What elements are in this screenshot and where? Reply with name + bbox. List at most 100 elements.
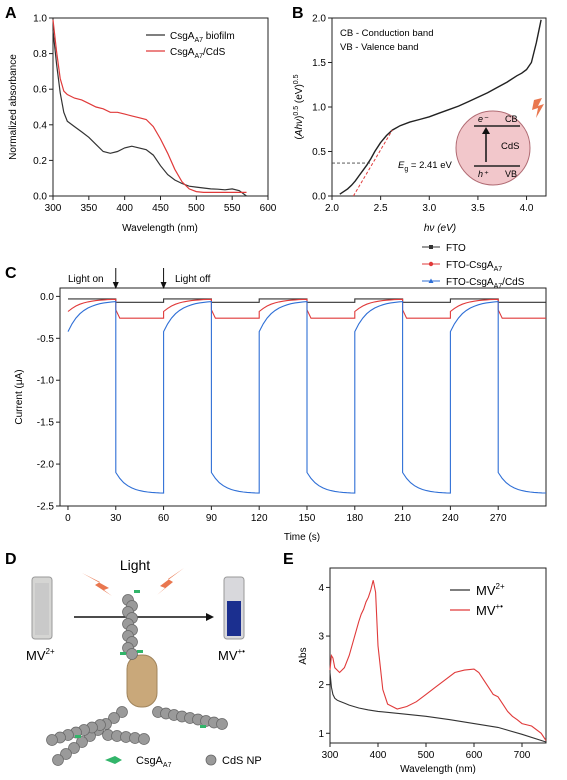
y-tick-label: 0.0: [312, 192, 326, 203]
x-tick-label: 210: [394, 513, 411, 524]
csga-tag: [137, 650, 143, 653]
legend-label-fto: FTO: [446, 243, 466, 254]
csga-tag: [120, 652, 126, 655]
chart-b-x-ticks: 2.0 2.5 3.0 3.5 4.0: [325, 196, 534, 214]
chart-a-legend: CsgAA7 biofilm CsgAA7/CdS: [146, 31, 235, 60]
legend-label-mv2: MV2+: [476, 582, 505, 598]
csga-tag: [200, 725, 206, 728]
x-tick-label: 550: [224, 203, 241, 214]
chart-e-series: [329, 580, 547, 743]
legend-marker-fto-csga: [428, 261, 434, 267]
x-tick-label: 400: [370, 750, 387, 761]
chart-c-series: [67, 298, 547, 494]
panel-letter-e: E: [283, 551, 294, 568]
cds-legend-label: CdS NP: [222, 755, 262, 767]
y-tick-label: 2.0: [312, 14, 326, 25]
chart-a-xlabel: Wavelength (nm): [122, 223, 198, 234]
csga-legend-icon: [105, 756, 122, 764]
inset-vb: VB: [505, 169, 517, 179]
x-tick-label: 500: [418, 750, 435, 761]
chart-b-y-ticks: 0.0 0.5 1.0 1.5 2.0: [312, 14, 332, 203]
y-tick-label: 3: [318, 632, 324, 643]
csga-tag: [75, 735, 81, 738]
light-beam-left-icon: [82, 573, 112, 596]
chart-b-eg-label: Eg = 2.41 eV: [398, 160, 452, 173]
x-tick-label: 500: [188, 203, 205, 214]
cds-bead: [46, 734, 58, 746]
y-tick-label: 1: [318, 729, 324, 740]
chart-b-note-cb: CB - Conduction band: [340, 28, 433, 39]
x-tick-label: 30: [110, 513, 122, 524]
x-tick-label: 60: [158, 513, 170, 524]
tauc-curve: [339, 19, 542, 195]
series-line-0: [329, 672, 547, 743]
legend-marker-fto-csga-cds: [428, 278, 434, 283]
y-tick-label: 0.0: [40, 292, 54, 303]
x-tick-label: 350: [80, 203, 97, 214]
legend-label-biofilm: CsgAA7 biofilm: [170, 31, 235, 44]
x-tick-label: 180: [346, 513, 363, 524]
chart-a-frame: [52, 17, 269, 197]
x-tick-label: 2.5: [374, 203, 388, 214]
cds-legend-icon: [205, 754, 217, 766]
y-tick-label: 0.0: [33, 192, 47, 203]
cds-bead: [108, 712, 120, 724]
reaction-arrow-head: [206, 613, 214, 621]
x-tick-label: 90: [206, 513, 218, 524]
inset-cb: CB: [505, 114, 518, 124]
x-tick-label: 240: [442, 513, 459, 524]
y-tick-label: -0.5: [37, 334, 55, 345]
y-tick-label: 1.5: [312, 58, 326, 69]
y-tick-label: 1.0: [312, 103, 326, 114]
mv2-label: MV2+: [26, 647, 55, 663]
chart-a-series: [52, 19, 247, 197]
y-tick-label: 4: [318, 583, 324, 594]
light-beam-right-icon: [157, 568, 184, 595]
inset-electron: e⁻: [478, 114, 489, 124]
chart-e-frame: [329, 567, 547, 744]
x-tick-label: 600: [260, 203, 277, 214]
chart-b-series: [332, 19, 542, 197]
chart-c: 0 30 60 90 120 150 180 210 240 270 0.0 -0.5 -1.0 -1.…: [14, 243, 547, 543]
legend-label-mv: MV+•: [476, 602, 503, 618]
light-off-label: Light off: [175, 274, 211, 285]
legend-label-fto-csga-cds: FTO-CsgAA7/CdS: [446, 277, 525, 290]
panel-letter-b: B: [292, 5, 304, 22]
chart-c-frame: [59, 287, 547, 507]
x-tick-label: 120: [251, 513, 268, 524]
arrow-head: [160, 282, 167, 289]
x-tick-label: 400: [116, 203, 133, 214]
y-tick-label: -2.5: [37, 502, 55, 513]
y-tick-label: 1.0: [33, 14, 47, 25]
x-tick-label: 0: [65, 513, 71, 524]
cds-bead: [126, 648, 138, 660]
band-diagram-inset: CB VB CdS e⁻ h⁺: [455, 98, 544, 186]
csga-tag: [134, 590, 140, 593]
cds-bead: [138, 733, 150, 745]
chart-c-xlabel: Time (s): [284, 532, 320, 543]
series-line-1: [52, 19, 247, 193]
series-line-2: [67, 301, 547, 494]
chart-c-legend: FTO FTO-CsgAA7 FTO-CsgAA7/CdS: [422, 243, 525, 290]
y-tick-label: 0.5: [312, 147, 326, 158]
series-line-1: [329, 580, 547, 741]
inset-cds: CdS: [501, 141, 519, 152]
x-tick-label: 300: [45, 203, 62, 214]
cds-bead: [116, 706, 128, 718]
x-tick-label: 3.0: [422, 203, 436, 214]
series-line-0: [52, 30, 247, 197]
chart-a-x-ticks: 300 350 400 450 500 550 600: [45, 196, 277, 214]
x-tick-label: 270: [490, 513, 507, 524]
tube-mv-solution: [227, 601, 241, 636]
chart-b-ylabel: (Ahν)0.5 (eV)0.5: [293, 74, 305, 139]
chart-c-y-ticks: 0.0 -0.5 -1.0 -1.5 -2.0 -2.5: [37, 292, 60, 513]
chart-e-x-ticks: 300 400 500 600 700: [322, 743, 531, 761]
tube-mv2-solution: [35, 583, 49, 635]
x-tick-label: 300: [322, 750, 339, 761]
cds-bead: [76, 736, 88, 748]
inset-hole: h⁺: [478, 169, 489, 179]
light-label: Light: [120, 557, 150, 573]
chart-e-ylabel: Abs: [298, 647, 309, 664]
cell-capsule: [126, 654, 158, 708]
